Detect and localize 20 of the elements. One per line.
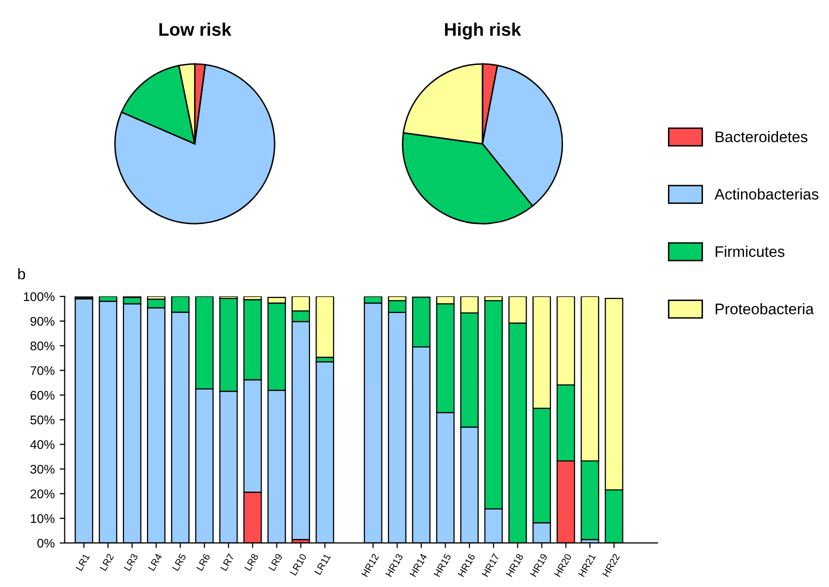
y-tick-label: 10% (30, 514, 54, 523)
y-tick-label: 80% (30, 342, 54, 350)
y-tick-label: 90% (30, 316, 54, 326)
y-tick-label: 60% (30, 390, 54, 400)
chart-title: High risk (445, 22, 522, 40)
y-tick-label: 70% (30, 366, 54, 376)
chart-title: Low risk (159, 22, 232, 36)
text: b (18, 268, 26, 280)
y-tick-label: 100% (24, 292, 54, 302)
x-tick-label: LR1 (76, 553, 90, 571)
legend-label: Actinobacterias (714, 188, 818, 200)
y-tick-label: 30% (30, 464, 54, 474)
y-tick-label: 50% (30, 416, 54, 424)
legend-label: Firmicutes (716, 246, 784, 257)
legend-label: Proteobacteria (716, 303, 814, 314)
legend-label: Bacteroidetes (716, 131, 808, 142)
y-tick-label: 0% (37, 538, 54, 548)
pie-slice (114, 64, 276, 224)
y-tick-label: 20% (30, 489, 54, 498)
y-tick-label: 40% (30, 440, 54, 450)
